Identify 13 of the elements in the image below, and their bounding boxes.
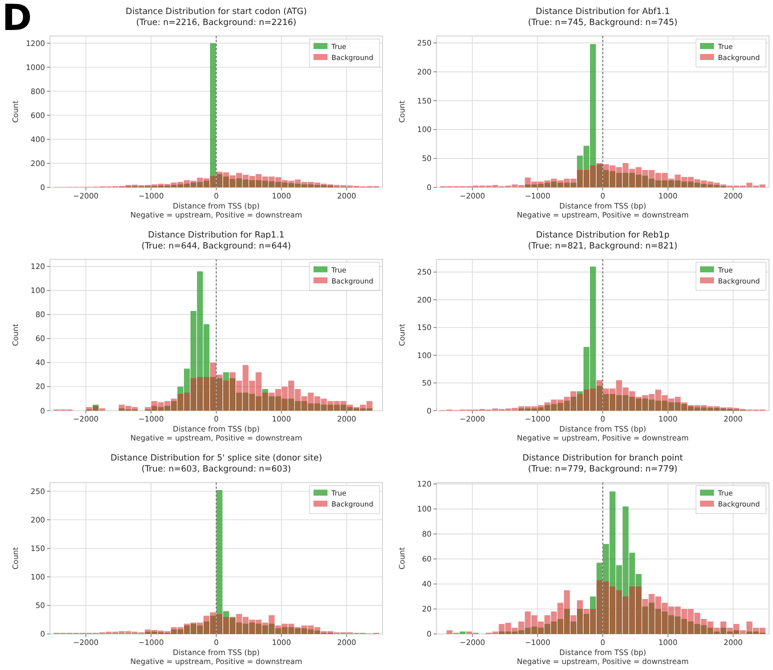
chart-title: Distance Distribution for 5' splice site (donor site) (110, 454, 322, 464)
chart-title: Distance Distribution for Abf1.1 (536, 7, 670, 17)
chart-title: Distance Distribution for Reb1p (536, 230, 670, 240)
chart-title: Distance Distribution for branch point (522, 454, 684, 464)
chart-subtitle: (True: n=603, Background: n=603) (142, 464, 291, 475)
chart-subtitle: (True: n=779, Background: n=779) (528, 464, 678, 475)
text: D (2, 0, 32, 39)
chart-subtitle: (True: n=644, Background: n=644) (142, 241, 291, 252)
chart-subtitle: (True: n=2216, Background: n=2216) (136, 18, 296, 28)
chart-subtitle: (True: n=821, Background: n=821) (528, 241, 678, 252)
chart-subtitle: (True: n=745, Background: n=745) (528, 18, 678, 28)
chart-title: Distance Distribution for start codon (ATG) (126, 7, 307, 17)
chart-title: Distance Distribution for Rap1.1 (148, 230, 284, 240)
